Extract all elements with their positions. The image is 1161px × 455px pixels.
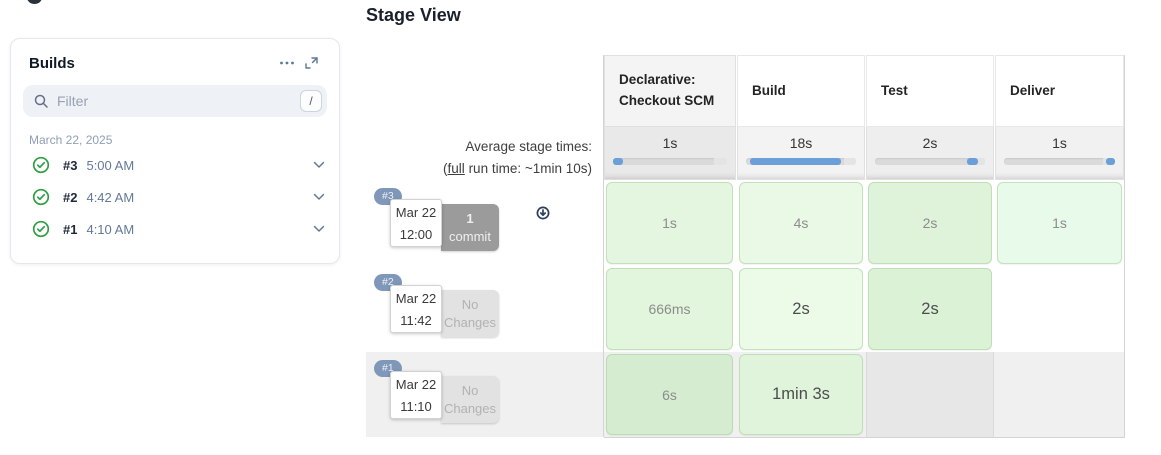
stage-timeline-bar: [746, 158, 856, 165]
average-cell-checkout-scm: 1s: [604, 127, 736, 180]
grid-left-border: [603, 55, 604, 437]
stage-cell[interactable]: 2s: [868, 182, 992, 264]
build-time: 4:42 AM: [86, 189, 135, 205]
page-title: Stage View: [366, 5, 461, 25]
average-stage-times-label: Average stage times: (full run time: ~1m…: [443, 139, 592, 176]
build-list-item-1[interactable]: #1 4:10 AM: [11, 213, 339, 245]
build-date-card[interactable]: Mar 22 11:42: [390, 285, 442, 333]
build-date-card[interactable]: Mar 22 11:10: [390, 371, 442, 419]
chevron-down-icon[interactable]: [313, 161, 325, 169]
column-header-test: Test: [866, 55, 994, 127]
full-run-time-link[interactable]: full: [447, 160, 465, 176]
success-check-icon: [32, 188, 50, 206]
expand-panel-icon[interactable]: [299, 53, 323, 73]
column-header-checkout-scm: Declarative: Checkout SCM: [604, 55, 736, 127]
grid-right-border: [1124, 55, 1125, 437]
stage-cell[interactable]: 4s: [739, 182, 863, 264]
filter-input[interactable]: Filter /: [23, 85, 327, 117]
success-check-icon: [32, 220, 50, 238]
build-time: 5:00 AM: [86, 157, 135, 173]
builds-panel-title: Builds: [29, 54, 75, 72]
average-cell-deliver: 1s: [995, 127, 1124, 180]
build-number: #1: [63, 221, 78, 237]
column-header-deliver: Deliver: [995, 55, 1124, 127]
stage-cell[interactable]: 1s: [997, 182, 1122, 264]
build-time: 4:10 AM: [86, 221, 135, 237]
build-number: #3: [63, 157, 78, 173]
cutoff-logo-icon: [27, 0, 42, 4]
stage-cell[interactable]: 666ms: [606, 268, 733, 350]
grid-bottom-border: [604, 437, 1125, 438]
date-group-label: March 22, 2025: [29, 133, 113, 147]
average-cell-test: 2s: [866, 127, 994, 180]
chevron-down-icon[interactable]: [313, 193, 325, 201]
build-list-item-3[interactable]: #3 5:00 AM: [11, 149, 339, 181]
changes-card[interactable]: 1 commit: [441, 204, 499, 251]
build-number: #2: [63, 189, 78, 205]
stage-cell-empty: [866, 352, 994, 437]
stage-cell[interactable]: 1min 3s: [739, 354, 863, 435]
shortcut-key-badge: /: [300, 90, 322, 112]
build-date-card[interactable]: Mar 22 12:00: [390, 199, 442, 247]
build-list-item-2[interactable]: #2 4:42 AM: [11, 181, 339, 213]
no-changes-card: No Changes: [441, 376, 499, 423]
more-options-icon[interactable]: [275, 53, 299, 73]
average-cell-build: 18s: [737, 127, 865, 180]
filter-placeholder: Filter: [57, 93, 89, 109]
stage-cell[interactable]: 2s: [868, 268, 992, 350]
stage-timeline-bar: [1004, 158, 1115, 165]
success-check-icon: [32, 156, 50, 174]
stage-cell[interactable]: 1s: [606, 182, 733, 264]
stage-timeline-bar: [875, 158, 985, 165]
changes-download-icon[interactable]: [536, 206, 550, 220]
column-header-build: Build: [737, 55, 865, 127]
builds-panel: Builds Filter / March 22, 2025 #3: [10, 38, 340, 264]
no-changes-card: No Changes: [441, 290, 499, 337]
stage-timeline-bar: [613, 158, 727, 165]
stage-cell[interactable]: 2s: [739, 268, 863, 350]
stage-cell[interactable]: 6s: [606, 354, 733, 435]
search-icon: [34, 94, 48, 108]
chevron-down-icon[interactable]: [313, 225, 325, 233]
